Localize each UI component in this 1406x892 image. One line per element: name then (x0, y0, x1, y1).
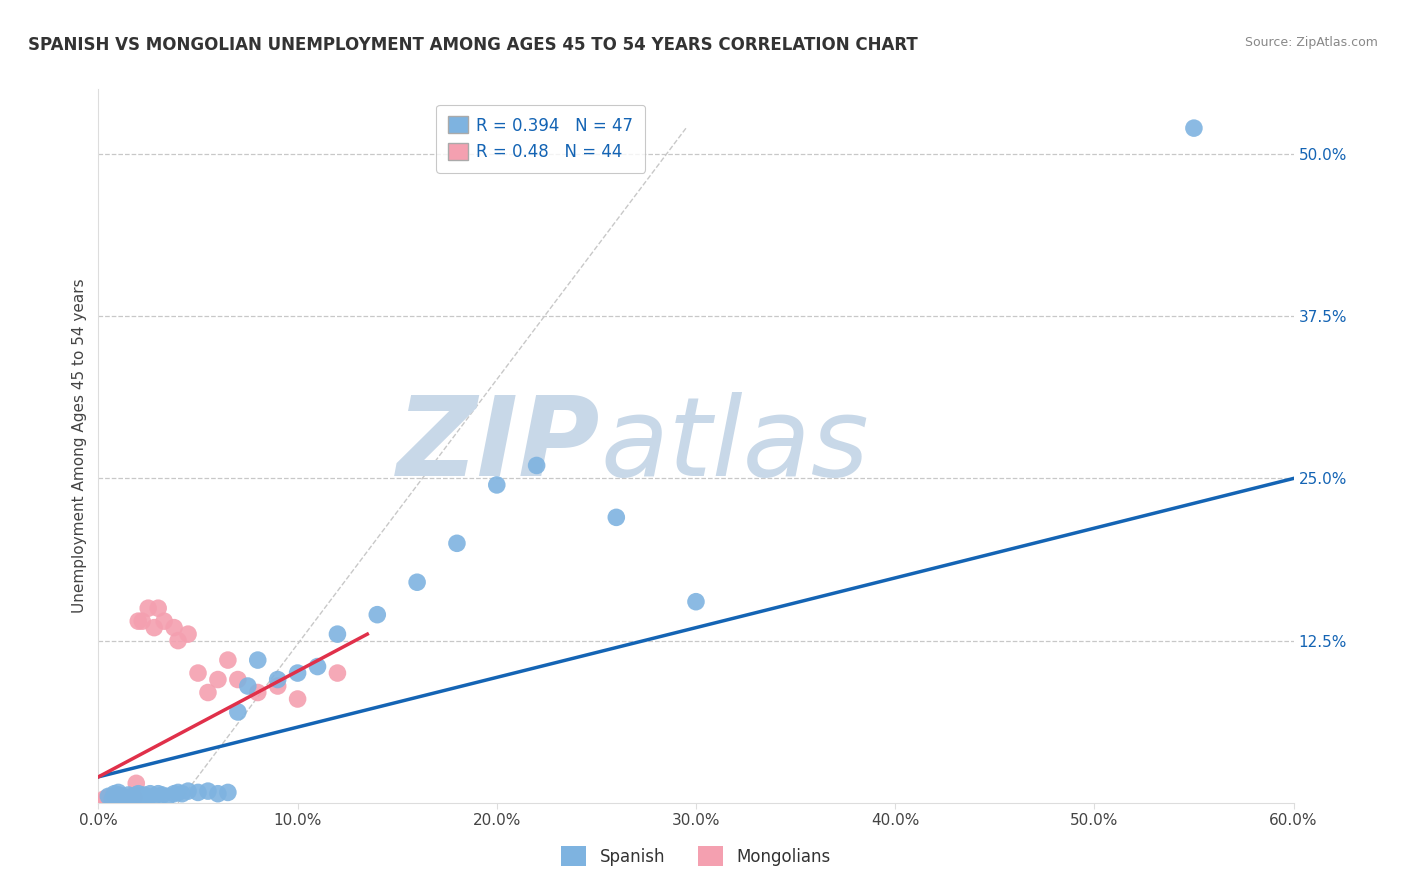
Point (105, 792, 128, 806)
Point (157, 789, 180, 804)
Point (167, 633, 190, 648)
Point (127, 792, 149, 806)
Point (287, 692, 309, 706)
Point (226, 705, 249, 719)
Point (153, 614, 176, 628)
Point (326, 627, 349, 641)
Point (167, 785, 190, 799)
Point (101, 790, 124, 805)
Point (187, 785, 209, 799)
Point (107, 788, 129, 802)
Point (406, 575, 429, 590)
Point (217, 785, 239, 799)
Point (97, 792, 120, 806)
Point (217, 653, 239, 667)
Point (103, 787, 125, 801)
Point (107, 790, 129, 805)
Point (107, 788, 129, 802)
Point (485, 478, 508, 492)
Point (103, 792, 125, 806)
Point (163, 787, 186, 801)
Point (97, 790, 120, 805)
Point (131, 789, 153, 804)
Point (103, 790, 125, 805)
Point (326, 666, 349, 681)
Point (131, 614, 153, 628)
Point (446, 536, 468, 550)
Text: ZIP: ZIP (396, 392, 600, 500)
Point (117, 792, 139, 806)
Point (307, 659, 329, 673)
Point (136, 790, 159, 805)
Point (197, 685, 219, 699)
Point (207, 787, 229, 801)
Text: Source: ZipAtlas.com: Source: ZipAtlas.com (1244, 36, 1378, 49)
Point (101, 792, 124, 806)
Point (139, 787, 162, 801)
Point (110, 790, 132, 805)
Point (107, 789, 129, 804)
Point (97, 789, 120, 804)
Point (117, 788, 139, 802)
Point (117, 790, 139, 805)
Point (111, 789, 134, 804)
Point (148, 601, 170, 615)
Point (236, 679, 259, 693)
Point (136, 601, 159, 615)
Point (163, 621, 186, 635)
Point (127, 614, 149, 628)
Point (197, 784, 219, 798)
Point (148, 787, 170, 801)
Point (107, 785, 129, 799)
Point (187, 666, 209, 681)
Point (98, 792, 122, 806)
Point (111, 789, 134, 804)
Y-axis label: Unemployment Among Ages 45 to 54 years: Unemployment Among Ages 45 to 54 years (72, 278, 87, 614)
Point (287, 666, 309, 681)
Point (115, 792, 138, 806)
Legend: Spanish, Mongolians: Spanish, Mongolians (554, 839, 838, 873)
Point (129, 790, 152, 805)
Point (526, 458, 548, 473)
Point (605, 510, 627, 524)
Point (177, 627, 200, 641)
Point (107, 790, 129, 805)
Point (121, 792, 143, 806)
Point (127, 787, 149, 801)
Point (124, 790, 146, 805)
Point (121, 789, 143, 804)
Point (101, 792, 124, 806)
Point (366, 607, 388, 622)
Point (112, 790, 135, 805)
Point (111, 792, 134, 806)
Text: atlas: atlas (600, 392, 869, 500)
Point (112, 790, 135, 805)
Point (685, 595, 707, 609)
Point (120, 792, 142, 806)
Point (1182, 121, 1205, 136)
Point (125, 788, 148, 802)
Point (267, 679, 290, 693)
Point (172, 787, 194, 801)
Point (101, 789, 124, 804)
Point (267, 673, 290, 687)
Point (226, 673, 249, 687)
Point (150, 788, 173, 802)
Point (125, 776, 148, 790)
Point (143, 621, 166, 635)
Point (98, 790, 122, 805)
Point (107, 792, 129, 806)
Point (177, 784, 200, 798)
Point (124, 790, 146, 805)
Point (143, 789, 166, 804)
Point (246, 653, 269, 667)
Point (207, 673, 229, 687)
Point (96, 792, 118, 806)
Text: SPANISH VS MONGOLIAN UNEMPLOYMENT AMONG AGES 45 TO 54 YEARS CORRELATION CHART: SPANISH VS MONGOLIAN UNEMPLOYMENT AMONG … (28, 36, 918, 54)
Point (246, 685, 269, 699)
Point (93, 792, 115, 806)
Point (134, 788, 156, 802)
